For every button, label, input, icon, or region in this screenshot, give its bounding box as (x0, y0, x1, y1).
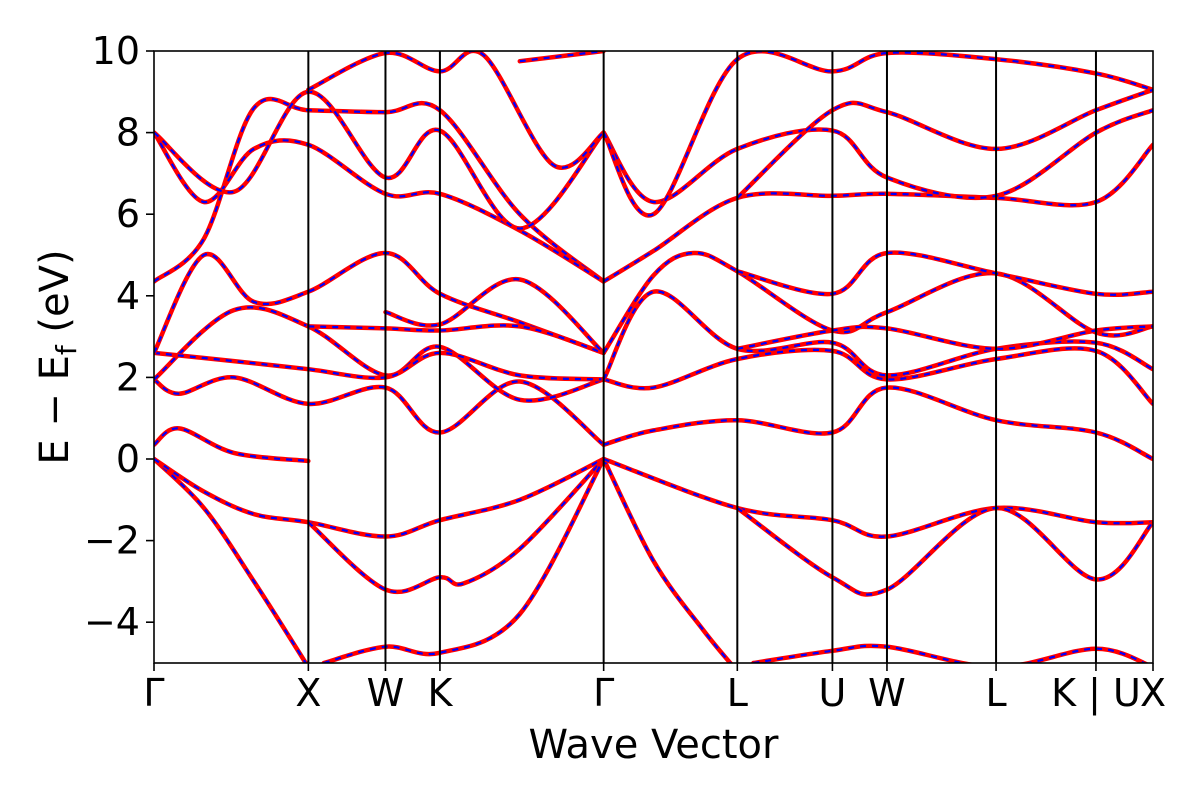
high-symmetry-lines (307, 51, 1097, 663)
band-line-solid-20 (735, 250, 1153, 298)
band-line-solid-7 (751, 643, 1150, 663)
band-line-dashed-13 (154, 251, 604, 354)
band-line-solid-3 (321, 456, 606, 663)
band-line-solid-15 (383, 277, 606, 356)
band-line-solid-28 (735, 87, 1153, 201)
x-tick-label: Γ (143, 671, 164, 715)
band-line-dashed-1 (154, 458, 605, 538)
y-axis-label-subscript: f (50, 344, 83, 355)
x-tick-label: U (819, 671, 847, 715)
band-line-solid-8 (154, 426, 311, 464)
band-line-dashed-24 (307, 51, 605, 169)
band-line-dashed-25 (603, 144, 1153, 283)
band-line-dashed-22 (154, 131, 605, 283)
y-tick-label: 10 (92, 29, 140, 73)
band-line-dashed-26 (602, 109, 1153, 204)
y-tick-label: −4 (84, 600, 140, 644)
x-tick-label: K | U (1051, 671, 1141, 716)
plot-frame (153, 50, 1154, 664)
x-tick-label: X (1140, 671, 1166, 715)
band-line-dashed-21 (154, 97, 605, 283)
x-tick-label: L (985, 671, 1006, 715)
band-line-solid-0 (154, 456, 309, 663)
band-line-solid-4 (601, 456, 734, 663)
band-line-solid-5 (601, 456, 1153, 539)
y-axis-label: E − Ef (eV) (32, 249, 83, 464)
x-tick-label: K (427, 671, 453, 715)
x-axis-label: Wave Vector (529, 722, 780, 768)
band-line-solid-13 (154, 250, 606, 356)
band-line-dashed-5 (603, 457, 1153, 538)
y-tick-label: 0 (116, 437, 140, 481)
y-axis-label-main: E − E (32, 355, 78, 465)
y-tick-label: −2 (84, 519, 140, 563)
band-line-dashed-3 (323, 458, 605, 663)
y-axis-ticks: −4 −2 0 2 4 6 8 10 (84, 29, 154, 644)
band-line-solid-25 (601, 142, 1153, 284)
x-tick-label: X (295, 671, 321, 715)
y-tick-label: 4 (116, 274, 140, 318)
y-tick-label: 2 (116, 355, 140, 399)
band-line-dashed-9 (154, 376, 605, 446)
y-axis-label-unit: (eV) (32, 249, 78, 345)
x-tick-label: W (868, 671, 906, 715)
band-line-dashed-2 (307, 458, 605, 593)
x-tick-label: W (367, 671, 405, 715)
band-lines (154, 51, 1153, 663)
band-line-dashed-28 (736, 88, 1153, 199)
band-line-dashed-16 (603, 347, 1153, 405)
band-line-dashed-20 (737, 251, 1153, 296)
band-line-dashed-10 (603, 386, 1153, 460)
band-line-dashed-18 (602, 251, 1153, 354)
band-line-dashed-8 (154, 427, 309, 463)
y-tick-label: 8 (116, 111, 140, 155)
x-tick-label: L (727, 671, 748, 715)
band-line-solid-10 (601, 385, 1153, 462)
band-line-solid-6 (735, 505, 1153, 597)
band-line-solid-27 (601, 51, 1153, 218)
band-line-dashed-29 (519, 51, 604, 63)
band-line-solid-2 (306, 456, 606, 595)
band-line-dashed-17 (602, 290, 1153, 380)
band-line-dashed-14 (308, 324, 604, 354)
y-tick-label: 6 (116, 192, 140, 236)
band-line-dashed-4 (602, 458, 732, 663)
x-tick-label: Γ (593, 671, 614, 715)
band-line-solid-22 (154, 130, 606, 284)
band-line-solid-1 (154, 456, 606, 539)
band-line-dashed-0 (154, 458, 308, 663)
band-line-dashed-27 (602, 51, 1153, 217)
band-line-dashed-7 (753, 644, 1147, 663)
